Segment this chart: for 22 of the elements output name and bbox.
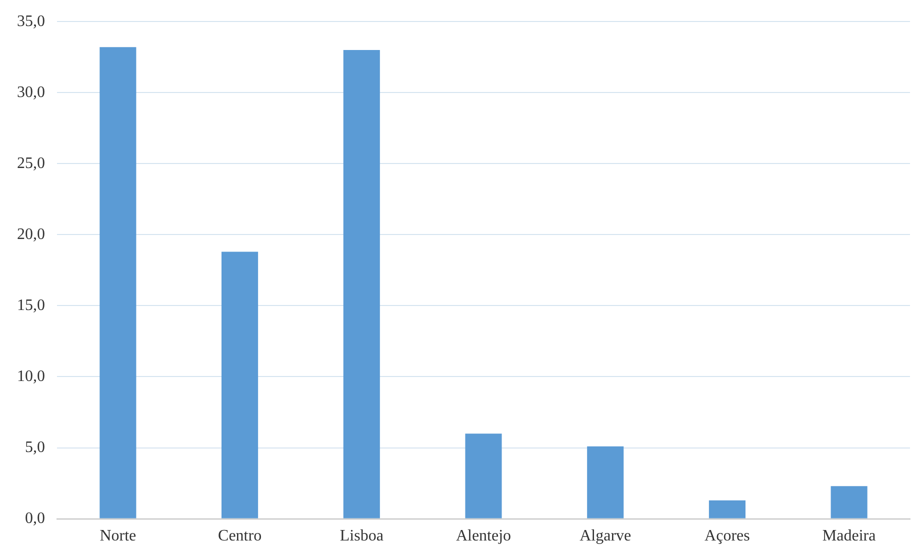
bar [222,252,258,518]
y-tick-label: 35,0 [17,12,45,30]
bar [465,434,502,518]
x-tick-label: Alentejo [456,528,512,545]
bar [587,446,624,518]
bar [830,486,868,518]
x-tick-label: Algarve [580,528,632,545]
bar [343,50,380,518]
bar [708,500,746,518]
y-tick-label: 30,0 [17,84,45,101]
y-tick-label: 20,0 [17,226,45,243]
x-tick-label: Norte [100,528,136,545]
y-tick-label: 5,0 [25,438,45,456]
y-tick-label: 10,0 [17,368,45,385]
x-tick-label: Centro [218,528,262,545]
y-tick-label: 25,0 [17,154,45,172]
x-tick-label: Açores [704,528,750,545]
y-tick-label: 15,0 [17,296,45,314]
x-tick-label: Madeira [822,528,876,545]
x-tick-label: Lisboa [340,528,384,545]
bar [100,47,136,518]
y-tick-label: 0,0 [25,510,45,528]
